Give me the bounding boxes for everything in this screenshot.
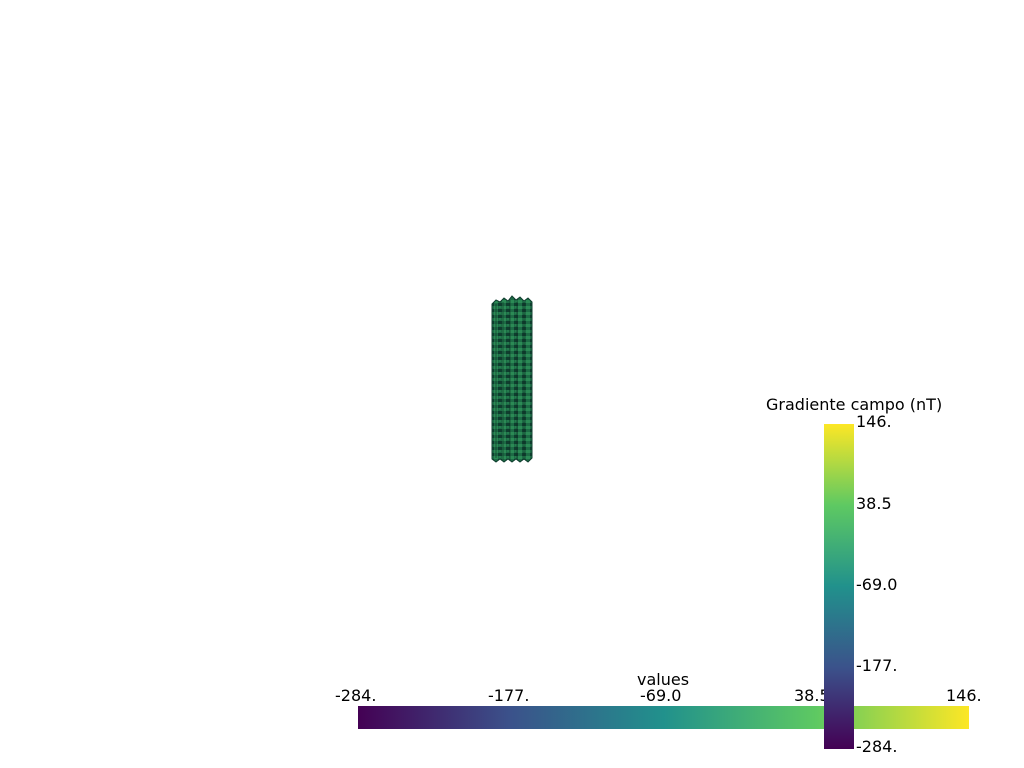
hbar-tick-label: -177.	[488, 686, 530, 705]
hbar-tick-label: 38.5	[794, 686, 830, 705]
vbar-tick-label: 146.	[856, 412, 892, 431]
vertical-colorbar	[824, 424, 854, 749]
hbar-tick-label: -69.0	[640, 686, 682, 705]
vbar-tick-label: -69.0	[856, 575, 898, 594]
vbar-title: Gradiente campo (nT)	[766, 395, 943, 414]
vbar-tick-label: -284.	[856, 737, 898, 756]
horizontal-colorbar	[358, 706, 969, 729]
vbar-tick-label: -177.	[856, 656, 898, 675]
mesh-column	[491, 295, 533, 463]
hbar-title: values	[637, 670, 690, 689]
hbar-tick-label: 146.	[946, 686, 982, 705]
hbar-tick-label: -284.	[335, 686, 377, 705]
vbar-tick-label: 38.5	[856, 494, 892, 513]
